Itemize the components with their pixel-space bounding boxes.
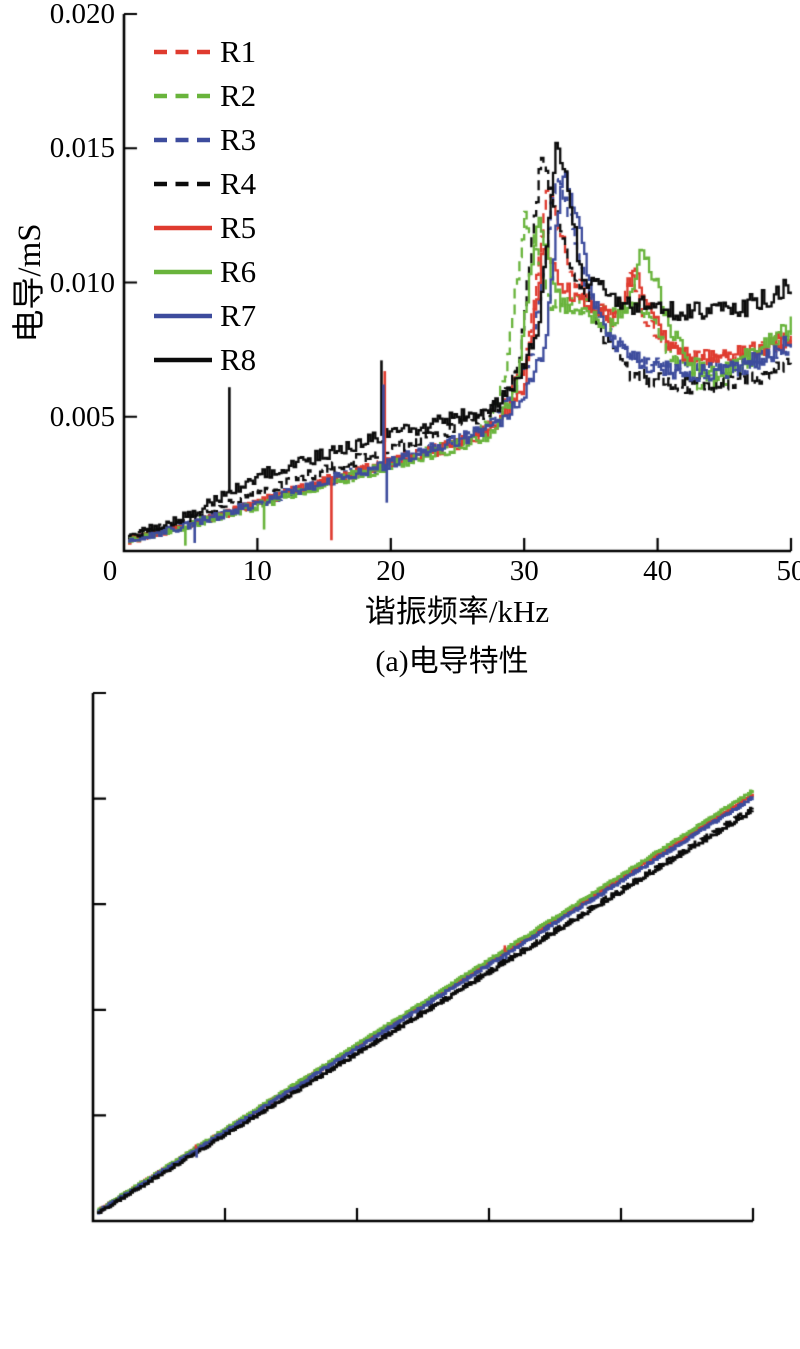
legend-item-R4-a: R4 xyxy=(153,167,256,201)
legend-line-swatch-icon xyxy=(154,225,212,231)
chart-a-y-tick-label-0.010: 0.010 xyxy=(49,266,115,299)
legend-label-R8: R8 xyxy=(220,342,257,377)
legend-item-R8-a: R8 xyxy=(153,343,256,377)
legend-label-R5: R5 xyxy=(220,210,257,245)
chart-a-x-tick-label-50: 50 xyxy=(776,555,800,587)
legend-label-R2: R2 xyxy=(220,78,257,113)
legend-line-swatch-icon xyxy=(154,269,212,275)
legend-item-R6-a: R6 xyxy=(153,255,256,289)
legend-line-swatch-icon xyxy=(154,137,212,143)
chart-a-y-tick-label-0.015: 0.015 xyxy=(49,132,115,165)
legend-line-swatch-icon xyxy=(154,313,212,319)
legend-label-R7: R7 xyxy=(220,298,257,333)
legend-label-R3: R3 xyxy=(220,122,257,157)
legend-label-R1: R1 xyxy=(220,34,257,69)
susceptance-chart-panel: 电纳/mS 谐振频率/kHz (b)电纳特性 R1R2R3R4R5R6R7R8 … xyxy=(0,675,800,1349)
legend-item-R7-a: R7 xyxy=(153,299,256,333)
chart-a-y-tick-label-0.020: 0.020 xyxy=(49,0,115,30)
legend-item-R1-a: R1 xyxy=(153,35,256,69)
legend-label-R6: R6 xyxy=(220,254,257,289)
chart-a-x-tick-label-20: 20 xyxy=(376,555,406,587)
conductance-chart-panel: 电导/mS 谐振频率/kHz (a)电导特性 R1 R2 R3 R4 R5 R6 R7 R8 … xyxy=(12,0,800,678)
chart-a-x-tick-label-10: 10 xyxy=(242,555,272,587)
chart-a-caption: (a)电导特性 xyxy=(375,645,529,678)
legend-item-R2-a: R2 xyxy=(153,79,256,113)
legend-item-R3-a: R3 xyxy=(153,123,256,157)
legend-line-swatch-icon xyxy=(154,357,212,363)
chart-a-x-tick-label-40: 40 xyxy=(643,555,673,587)
legend-label-R4: R4 xyxy=(220,166,257,201)
chart-a-x-tick-label-0: 0 xyxy=(102,555,118,587)
chart-a-x-tick-label-30: 30 xyxy=(509,555,539,587)
legend-item-R5-a: R5 xyxy=(153,211,256,245)
legend-line-swatch-icon xyxy=(154,49,212,55)
legend-line-swatch-icon xyxy=(154,181,212,187)
legend-line-swatch-icon xyxy=(154,93,212,99)
chart-a-y-tick-label-0.005: 0.005 xyxy=(49,400,115,433)
chart-a-x-axis-title: 谐振频率/kHz xyxy=(364,594,550,629)
